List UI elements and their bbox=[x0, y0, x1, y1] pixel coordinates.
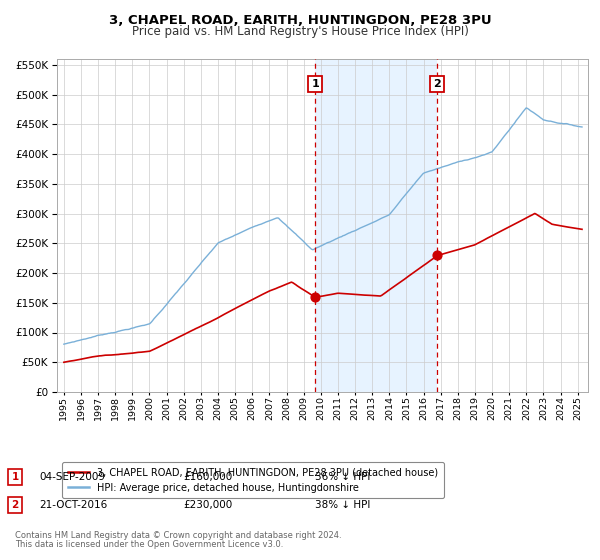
Text: 36% ↓ HPI: 36% ↓ HPI bbox=[315, 472, 370, 482]
Text: 21-OCT-2016: 21-OCT-2016 bbox=[39, 500, 107, 510]
Point bbox=[432, 251, 442, 260]
Text: 2: 2 bbox=[11, 500, 19, 510]
Text: This data is licensed under the Open Government Licence v3.0.: This data is licensed under the Open Gov… bbox=[15, 540, 283, 549]
Text: 38% ↓ HPI: 38% ↓ HPI bbox=[315, 500, 370, 510]
Bar bbox=[315, 59, 437, 392]
Point bbox=[310, 292, 320, 301]
Text: 1: 1 bbox=[11, 472, 19, 482]
Text: £160,000: £160,000 bbox=[183, 472, 232, 482]
Legend: 3, CHAPEL ROAD, EARITH, HUNTINGDON, PE28 3PU (detached house), HPI: Average pric: 3, CHAPEL ROAD, EARITH, HUNTINGDON, PE28… bbox=[62, 462, 444, 498]
Text: 3, CHAPEL ROAD, EARITH, HUNTINGDON, PE28 3PU: 3, CHAPEL ROAD, EARITH, HUNTINGDON, PE28… bbox=[109, 14, 491, 27]
Text: Price paid vs. HM Land Registry's House Price Index (HPI): Price paid vs. HM Land Registry's House … bbox=[131, 25, 469, 38]
Text: Contains HM Land Registry data © Crown copyright and database right 2024.: Contains HM Land Registry data © Crown c… bbox=[15, 531, 341, 540]
Text: £230,000: £230,000 bbox=[183, 500, 232, 510]
Text: 2: 2 bbox=[433, 80, 441, 90]
Text: 04-SEP-2009: 04-SEP-2009 bbox=[39, 472, 105, 482]
Text: 1: 1 bbox=[311, 80, 319, 90]
